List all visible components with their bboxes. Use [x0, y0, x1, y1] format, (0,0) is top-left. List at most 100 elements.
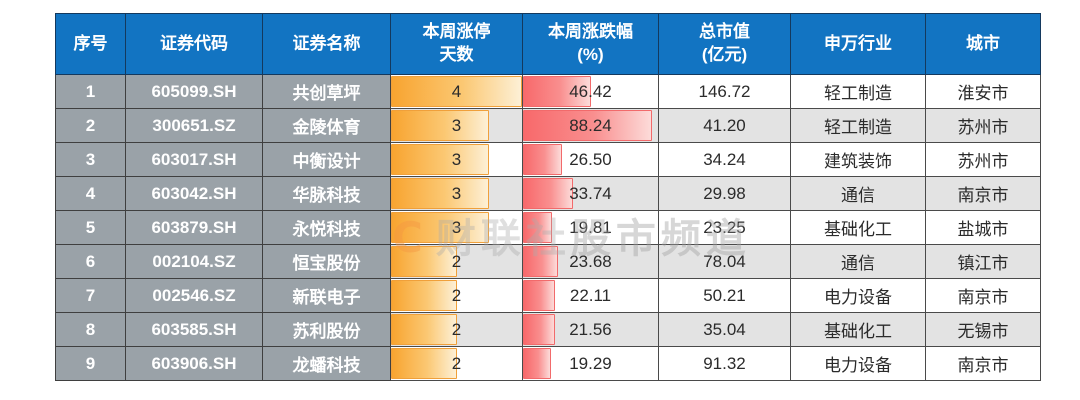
table-body: 1 605099.SH 共创草坪 4 46.42 146.72 轻工制造 淮安市 2 300651…: [55, 74, 1041, 381]
cell-weekly-change: 46.42: [522, 74, 659, 109]
cell-weekly-change: 19.29: [522, 346, 659, 381]
cell-city: 苏州市: [925, 142, 1041, 177]
cell-limit-up-days: 2: [390, 312, 523, 347]
cell-index: 9: [55, 346, 126, 381]
table-row: 8 603585.SH 苏利股份 2 21.56 35.04 基础化工 无锡市: [55, 312, 1041, 347]
table-row: 1 605099.SH 共创草坪 4 46.42 146.72 轻工制造 淮安市: [55, 74, 1041, 109]
cell-city: 南京市: [925, 176, 1041, 211]
cell-city: 南京市: [925, 346, 1041, 381]
cell-city: 无锡市: [925, 312, 1041, 347]
pct-data-bar: [523, 110, 653, 141]
days-data-bar: [391, 348, 457, 379]
days-data-bar: [391, 280, 457, 311]
header-row: 序号 证券代码 证券名称 本周涨停 天数 本周涨跌幅 (%) 总市值 (亿元) 申万行业 城市: [55, 13, 1041, 75]
cell-market-cap: 91.32: [658, 346, 791, 381]
cell-code: 002546.SZ: [125, 278, 263, 313]
cell-limit-up-days: 2: [390, 278, 523, 313]
pct-data-bar: [523, 280, 556, 311]
col-header-market_cap: 总市值 (亿元): [658, 13, 791, 75]
cell-code: 603879.SH: [125, 210, 263, 245]
days-data-bar: [391, 76, 522, 107]
days-data-bar: [391, 246, 457, 277]
cell-limit-up-days: 3: [390, 108, 523, 143]
pct-data-bar: [523, 348, 552, 379]
pct-data-bar: [523, 246, 558, 277]
table-row: 6 002104.SZ 恒宝股份 2 23.68 78.04 通信 镇江市: [55, 244, 1041, 279]
cell-market-cap: 78.04: [658, 244, 791, 279]
cell-code: 603906.SH: [125, 346, 263, 381]
col-header-index: 序号: [55, 13, 126, 75]
cell-code: 603042.SH: [125, 176, 263, 211]
cell-market-cap: 146.72: [658, 74, 791, 109]
cell-index: 2: [55, 108, 126, 143]
cell-weekly-change: 19.81: [522, 210, 659, 245]
cell-limit-up-days: 2: [390, 244, 523, 279]
table-row: 5 603879.SH 永悦科技 3 19.81 23.25 基础化工 盐城市: [55, 210, 1041, 245]
cell-index: 6: [55, 244, 126, 279]
cell-industry: 通信: [790, 244, 926, 279]
table-row: 4 603042.SH 华脉科技 3 33.74 29.98 通信 南京市: [55, 176, 1041, 211]
cell-city: 南京市: [925, 278, 1041, 313]
cell-industry: 基础化工: [790, 312, 926, 347]
cell-code: 002104.SZ: [125, 244, 263, 279]
cell-name: 恒宝股份: [262, 244, 391, 279]
table-row: 7 002546.SZ 新联电子 2 22.11 50.21 电力设备 南京市: [55, 278, 1041, 313]
cell-market-cap: 23.25: [658, 210, 791, 245]
cell-city: 镇江市: [925, 244, 1041, 279]
days-data-bar: [391, 144, 490, 175]
cell-index: 3: [55, 142, 126, 177]
cell-index: 7: [55, 278, 126, 313]
cell-market-cap: 50.21: [658, 278, 791, 313]
cell-name: 共创草坪: [262, 74, 391, 109]
days-data-bar: [391, 212, 490, 243]
pct-data-bar: [523, 144, 562, 175]
cell-code: 603017.SH: [125, 142, 263, 177]
table-row: 3 603017.SH 中衡设计 3 26.50 34.24 建筑装饰 苏州市: [55, 142, 1041, 177]
cell-name: 中衡设计: [262, 142, 391, 177]
cell-limit-up-days: 3: [390, 210, 523, 245]
cell-market-cap: 41.20: [658, 108, 791, 143]
col-header-city: 城市: [925, 13, 1041, 75]
pct-data-bar: [523, 178, 573, 209]
cell-weekly-change: 23.68: [522, 244, 659, 279]
cell-city: 淮安市: [925, 74, 1041, 109]
cell-name: 龙蟠科技: [262, 346, 391, 381]
cell-market-cap: 34.24: [658, 142, 791, 177]
cell-name: 华脉科技: [262, 176, 391, 211]
cell-city: 苏州市: [925, 108, 1041, 143]
cell-index: 5: [55, 210, 126, 245]
col-header-weekly_change_pct: 本周涨跌幅 (%): [522, 13, 659, 75]
col-header-code: 证券代码: [125, 13, 263, 75]
days-data-bar: [391, 110, 490, 141]
table-row: 2 300651.SZ 金陵体育 3 88.24 41.20 轻工制造 苏州市: [55, 108, 1041, 143]
cell-limit-up-days: 2: [390, 346, 523, 381]
cell-limit-up-days: 4: [390, 74, 523, 109]
pct-data-bar: [523, 212, 553, 243]
pct-data-bar: [523, 314, 555, 345]
cell-industry: 轻工制造: [790, 108, 926, 143]
cell-weekly-change: 88.24: [522, 108, 659, 143]
cell-city: 盐城市: [925, 210, 1041, 245]
cell-industry: 电力设备: [790, 278, 926, 313]
col-header-limit_up_days: 本周涨停 天数: [390, 13, 523, 75]
cell-industry: 建筑装饰: [790, 142, 926, 177]
cell-name: 新联电子: [262, 278, 391, 313]
cell-market-cap: 35.04: [658, 312, 791, 347]
cell-code: 605099.SH: [125, 74, 263, 109]
cell-limit-up-days: 3: [390, 142, 523, 177]
cell-weekly-change: 21.56: [522, 312, 659, 347]
cell-weekly-change: 22.11: [522, 278, 659, 313]
cell-index: 8: [55, 312, 126, 347]
days-data-bar: [391, 314, 457, 345]
cell-limit-up-days: 3: [390, 176, 523, 211]
col-header-name: 证券名称: [262, 13, 391, 75]
table-header: 序号 证券代码 证券名称 本周涨停 天数 本周涨跌幅 (%) 总市值 (亿元) 申万行业 城市: [55, 13, 1041, 75]
col-header-industry: 申万行业: [790, 13, 926, 75]
cell-name: 永悦科技: [262, 210, 391, 245]
cell-industry: 电力设备: [790, 346, 926, 381]
cell-index: 4: [55, 176, 126, 211]
cell-industry: 轻工制造: [790, 74, 926, 109]
cell-weekly-change: 33.74: [522, 176, 659, 211]
cell-industry: 通信: [790, 176, 926, 211]
